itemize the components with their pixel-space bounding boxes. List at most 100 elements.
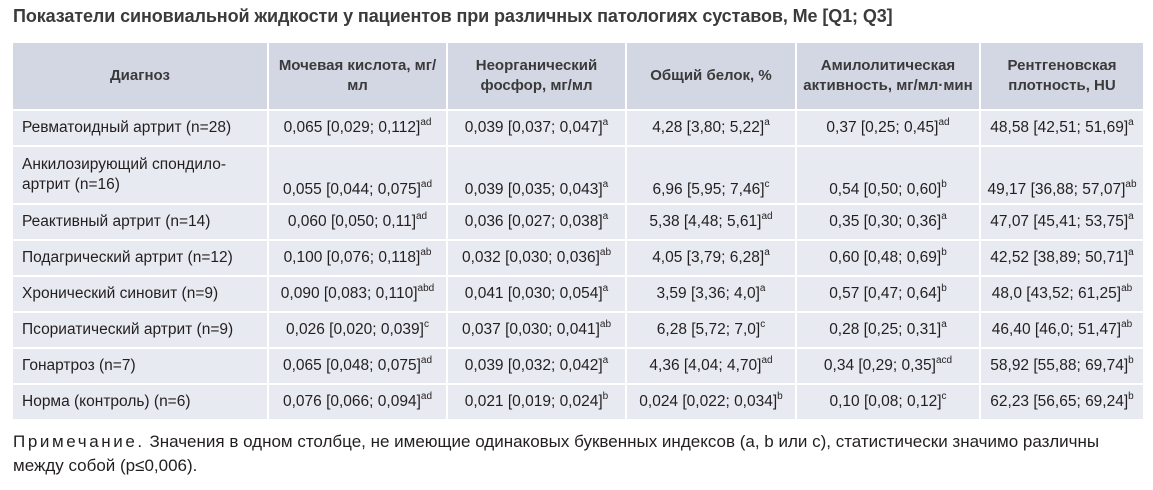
table-footnote: Примечание. Значения в одном столбце, не… — [13, 430, 1148, 478]
column-header-phosphorus: Неорганический фосфор, мг/мл — [448, 43, 627, 109]
significance-index: a — [1128, 247, 1134, 258]
value-text: 0,032 [0,030; 0,036] — [461, 249, 600, 266]
significance-index: ab — [1125, 179, 1137, 190]
significance-index: b — [602, 391, 609, 402]
value-cell: 0,065 [0,048; 0,075]ad — [269, 347, 448, 383]
significance-index: c — [423, 319, 429, 330]
significance-index: a — [941, 211, 947, 222]
significance-index: b — [1128, 391, 1134, 402]
value-cell: 0,60 [0,48; 0,69]b — [797, 239, 981, 275]
value-cell: 58,92 [55,88; 69,74]b — [981, 347, 1143, 383]
value-text: 0,35 [0,30; 0,36] — [829, 213, 942, 230]
value-text: 62,23 [56,65; 69,24] — [990, 393, 1129, 410]
value-cell: 46,40 [46,0; 51,47]ab — [981, 311, 1143, 347]
significance-index: a — [1128, 211, 1134, 222]
table-row: Гонартроз (n=7) 0,065 [0,048; 0,075]ad 0,0… — [13, 347, 1143, 383]
value-cell: 0,039 [0,032; 0,042]a — [448, 347, 627, 383]
column-header-diagnosis: Диагноз — [13, 43, 269, 109]
diagnosis-cell: Псориатический артрит (n=9) — [13, 311, 269, 347]
value-text: 0,060 [0,050; 0,11] — [287, 213, 416, 230]
table-row: Норма (контроль) (n=6) 0,076 [0,066; 0,09… — [13, 383, 1143, 419]
value-cell: 0,065 [0,029; 0,112]ad — [269, 109, 448, 145]
value-text: 0,041 [0,030; 0,054] — [464, 285, 603, 302]
value-cell: 0,090 [0,083; 0,110]abd — [269, 275, 448, 311]
value-cell: 4,28 [3,80; 5,22]a — [627, 109, 797, 145]
value-text: 0,055 [0,044; 0,075] — [282, 181, 421, 198]
value-cell: 0,10 [0,08; 0,12]c — [797, 383, 981, 419]
value-cell: 0,032 [0,030; 0,036]ab — [448, 239, 627, 275]
footnote-text: Значения в одном столбце, не имеющие оди… — [13, 432, 1100, 475]
value-text: 3,59 [3,36; 4,0] — [656, 285, 760, 302]
significance-index: a — [941, 319, 947, 330]
significance-index: b — [941, 283, 947, 294]
significance-index: a — [602, 211, 609, 222]
value-text: 0,100 [0,076; 0,118] — [283, 249, 421, 266]
diagnosis-cell: Норма (контроль) (n=6) — [13, 383, 269, 419]
value-text: 46,40 [46,0; 51,47] — [991, 321, 1122, 338]
significance-index: a — [764, 117, 770, 128]
table-title: Показатели синовиальной жидкости у пацие… — [13, 6, 893, 26]
significance-index: ab — [599, 247, 612, 258]
significance-index: ad — [420, 117, 432, 128]
value-text: 0,34 [0,29; 0,35] — [823, 357, 936, 374]
table-row: Ревматоидный артрит (n=28) 0,065 [0,029; … — [13, 109, 1143, 145]
value-text: 4,28 [3,80; 5,22] — [652, 119, 765, 136]
column-header-uric-acid: Мочевая кислота, мг/мл — [269, 43, 448, 109]
column-header-amylolytic-activity: Амилолитическая активность, мг/мл·мин — [797, 43, 981, 109]
value-text: 0,28 [0,25; 0,31] — [829, 321, 942, 338]
significance-index: ab — [1121, 283, 1133, 294]
value-text: 49,17 [36,88; 57,07] — [987, 181, 1126, 198]
value-text: 0,036 [0,027; 0,038] — [464, 213, 603, 230]
table-header-row: Диагноз Мочевая кислота, мг/мл Неорганич… — [13, 43, 1143, 109]
significance-index: ad — [420, 391, 433, 402]
significance-index: ad — [420, 355, 433, 366]
value-text: 0,065 [0,048; 0,075] — [282, 357, 421, 374]
significance-index: a — [602, 283, 609, 294]
significance-index: a — [1128, 117, 1134, 128]
value-cell: 0,100 [0,076; 0,118]ab — [269, 239, 448, 275]
column-header-total-protein: Общий белок, % — [627, 43, 797, 109]
table-row: Псориатический артрит (n=9) 0,026 [0,020;… — [13, 311, 1143, 347]
value-text: 42,52 [38,89; 50,71] — [990, 249, 1129, 266]
value-cell: 0,57 [0,47; 0,64]b — [797, 275, 981, 311]
value-cell: 0,055 [0,044; 0,075]ad — [269, 145, 448, 203]
significance-index: ab — [1121, 319, 1133, 330]
value-text: 0,026 [0,020; 0,039] — [286, 321, 424, 338]
value-text: 0,54 [0,50; 0,60] — [829, 181, 942, 198]
value-cell: 0,28 [0,25; 0,31]a — [797, 311, 981, 347]
significance-index: a — [602, 355, 609, 366]
data-table: Диагноз Мочевая кислота, мг/мл Неорганич… — [13, 43, 1143, 419]
value-text: 0,37 [0,25; 0,45] — [826, 119, 939, 136]
column-header-radiodensity: Рентгеновская плотность, HU — [981, 43, 1143, 109]
value-text: 0,039 [0,037; 0,047] — [464, 119, 603, 136]
value-text: 0,090 [0,083; 0,110] — [280, 285, 418, 302]
value-text: 0,021 [0,019; 0,024] — [464, 393, 603, 410]
value-cell: 6,96 [5,95; 7,46]c — [627, 145, 797, 203]
table-row: Хронический синовит (n=9) 0,090 [0,083; 0… — [13, 275, 1143, 311]
value-text: 5,38 [4,48; 5,61] — [649, 213, 762, 230]
diagnosis-cell: Ревматоидный артрит (n=28) — [13, 109, 269, 145]
value-text: 0,10 [0,08; 0,12] — [829, 393, 942, 410]
value-cell: 6,28 [5,72; 7,0]c — [627, 311, 797, 347]
value-cell: 48,0 [43,52; 61,25]ab — [981, 275, 1143, 311]
value-cell: 0,54 [0,50; 0,60]b — [797, 145, 981, 203]
significance-index: b — [777, 391, 783, 402]
value-text: 0,024 [0,022; 0,034] — [639, 393, 778, 410]
value-cell: 42,52 [38,89; 50,71]a — [981, 239, 1143, 275]
value-cell: 62,23 [56,65; 69,24]b — [981, 383, 1143, 419]
diagnosis-cell: Анкилозирующий спондило-артрит (n=16) — [13, 145, 269, 203]
diagnosis-cell: Реактивный артрит (n=14) — [13, 203, 269, 239]
value-text: 48,0 [43,52; 61,25] — [991, 285, 1122, 302]
significance-index: b — [941, 179, 947, 190]
value-cell: 0,076 [0,066; 0,094]ad — [269, 383, 448, 419]
significance-index: a — [602, 117, 609, 128]
value-text: 6,28 [5,72; 7,0] — [656, 321, 761, 338]
value-cell: 0,041 [0,030; 0,054]a — [448, 275, 627, 311]
value-text: 6,96 [5,95; 7,46] — [652, 181, 765, 198]
significance-index: ad — [416, 211, 428, 222]
table-row: Подагрический артрит (n=12) 0,100 [0,076;… — [13, 239, 1143, 275]
significance-index: b — [1128, 355, 1134, 366]
significance-index: ab — [599, 319, 612, 330]
significance-index: ab — [420, 247, 432, 258]
value-text: 0,039 [0,032; 0,042] — [464, 357, 603, 374]
